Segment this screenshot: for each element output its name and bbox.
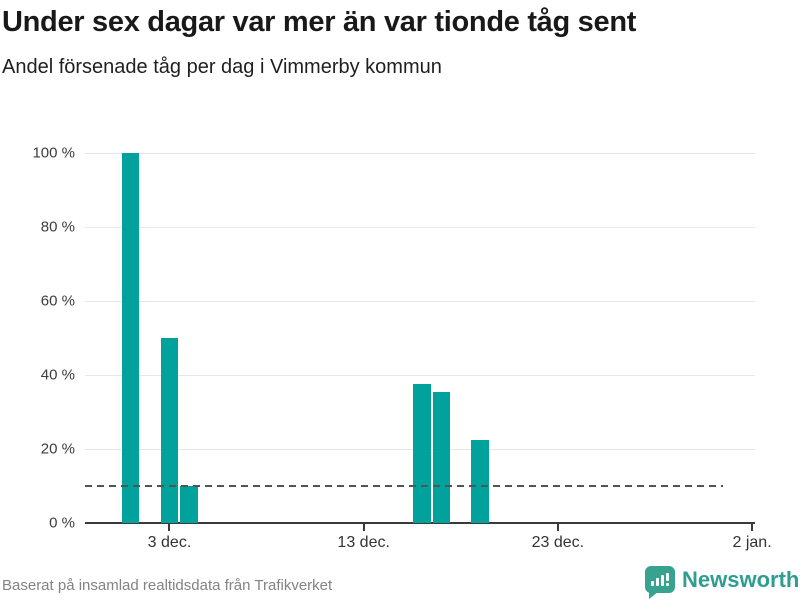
reference-line-10-percent xyxy=(85,485,723,487)
newsworthy-logo: Newsworthy xyxy=(645,565,800,599)
x-tick-label: 2 jan. xyxy=(732,534,772,551)
x-tick-mark xyxy=(556,523,559,531)
gridline xyxy=(85,227,755,228)
gridline xyxy=(85,375,755,376)
x-tick-label: 3 dec. xyxy=(147,534,192,551)
bar-17dec xyxy=(432,391,451,523)
x-tick-mark xyxy=(362,523,365,531)
x-tick-mark xyxy=(751,523,754,531)
logo-mini-bar xyxy=(651,581,654,586)
bar-3dec xyxy=(160,338,179,523)
y-tick-label: 20 % xyxy=(40,440,75,458)
gridline xyxy=(85,301,755,302)
gridline xyxy=(85,153,755,154)
y-axis-labels: 0 % 20 % 40 % 60 % 80 % 100 % xyxy=(0,145,75,532)
source-note: Baserat på insamlad realtidsdata från Tr… xyxy=(2,577,333,594)
x-tick-label: 13 dec. xyxy=(337,534,390,551)
y-tick-label: 40 % xyxy=(40,366,75,384)
bar-19dec xyxy=(471,439,489,523)
bar-16dec xyxy=(413,384,431,523)
logo-exclamation-icon xyxy=(666,573,669,581)
logo-mini-bar xyxy=(661,575,664,586)
y-tick-label: 60 % xyxy=(40,292,75,310)
plot-area: 3 dec. 13 dec. 23 dec. 2 jan. xyxy=(85,153,772,551)
newsworthy-logo-text: Newsworthy xyxy=(682,567,800,592)
y-tick-label: 80 % xyxy=(40,218,75,236)
chart-subtitle: Andel försenade tåg per dag i Vimmerby k… xyxy=(2,56,442,78)
x-tick-mark xyxy=(168,523,171,531)
logo-mini-bar xyxy=(656,578,659,586)
bar-chart-speech-bubble-icon xyxy=(645,566,675,599)
logo-exclamation-dot xyxy=(666,583,669,586)
y-tick-label: 0 % xyxy=(49,514,75,532)
x-axis-line xyxy=(85,522,755,524)
bar-1dec xyxy=(121,153,140,523)
bar-4dec xyxy=(180,486,198,523)
x-tick-label: 23 dec. xyxy=(531,534,585,551)
chart-title: Under sex dagar var mer än var tionde tå… xyxy=(2,6,637,38)
y-tick-label: 100 % xyxy=(32,144,75,162)
